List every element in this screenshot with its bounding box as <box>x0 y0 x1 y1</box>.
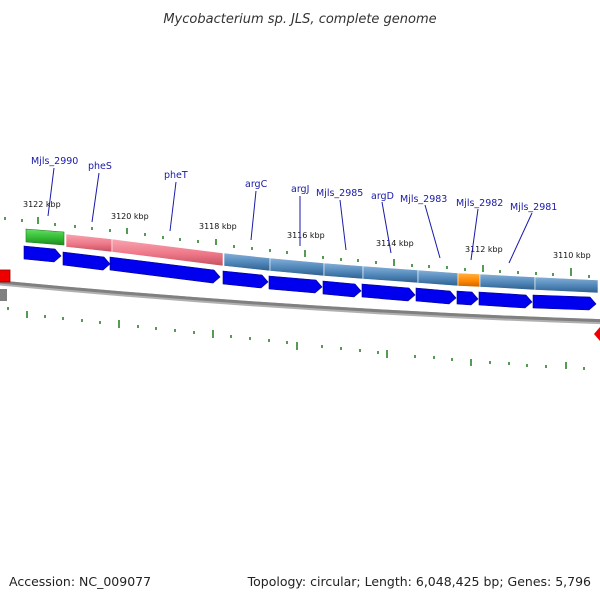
gene-label-mjls-2981[interactable]: Mjls_2981 <box>510 202 557 213</box>
gene-block-mjls-2981 <box>479 273 536 291</box>
outer-ticks <box>4 217 590 278</box>
cds-arrow <box>222 270 269 289</box>
cds-arrow <box>322 280 362 298</box>
gene-label-mjls-2983[interactable]: Mjls_2983 <box>400 194 447 205</box>
map-title: Mycobacterium sp. JLS, complete genome <box>163 12 436 27</box>
gene-blocks <box>25 228 599 294</box>
offscreen-red-arrow <box>594 327 600 341</box>
offscreen-grey-feature <box>0 289 7 301</box>
leader-line <box>169 181 177 232</box>
gene-label-argd[interactable]: argD <box>371 191 394 202</box>
leader-line <box>381 201 392 254</box>
gene-label-argc[interactable]: argC <box>245 179 268 190</box>
gene-block-argj <box>269 257 325 277</box>
cds-arrows <box>23 245 597 311</box>
kbp-label: 3122 kbp <box>23 200 61 209</box>
leader-line <box>47 167 55 217</box>
kbp-labels: 3122 kbp 3120 kbp 3118 kbp 3116 kbp 3114… <box>23 200 591 260</box>
cds-arrow <box>268 275 323 294</box>
leader-line <box>339 199 347 251</box>
cds-arrow <box>456 290 479 306</box>
cds-arrow <box>23 245 62 263</box>
gene-block-mjls-2983 <box>417 269 459 287</box>
genome-summary-text: Topology: circular; Length: 6,048,425 bp… <box>247 574 591 589</box>
gene-block-mjls-2985 <box>323 262 364 280</box>
gene-label-phes[interactable]: pheS <box>88 161 112 172</box>
gene-label-mjls-2982[interactable]: Mjls_2982 <box>456 198 503 209</box>
gene-block-mjls-2982 <box>457 272 481 288</box>
kbp-label: 3114 kbp <box>376 239 414 248</box>
gene-label-phet[interactable]: pheT <box>164 170 188 181</box>
leader-line <box>508 212 533 264</box>
gene-block-phes <box>65 233 113 253</box>
leader-line <box>250 190 257 241</box>
gene-label-argj[interactable]: argJ <box>291 184 309 195</box>
gene-block-argd <box>362 265 419 284</box>
gene-label-mjls-2985[interactable]: Mjls_2985 <box>316 188 363 199</box>
leader-line <box>470 208 479 261</box>
leader-line <box>91 172 100 223</box>
gene-block-mjls-2990 <box>25 228 65 246</box>
offscreen-red-feature <box>0 269 11 283</box>
cds-arrow <box>532 294 597 311</box>
accession-text: Accession: NC_009077 <box>9 574 151 589</box>
kbp-label: 3118 kbp <box>199 222 237 231</box>
cds-arrow <box>62 251 111 271</box>
kbp-label: 3116 kbp <box>287 231 325 240</box>
leader-line <box>424 204 441 259</box>
kbp-label: 3120 kbp <box>111 212 149 221</box>
cds-arrow <box>478 291 533 309</box>
gene-labels: Mjls_2990 pheS pheT argC argJ Mjls_2985 … <box>31 156 557 213</box>
inner-ticks <box>7 307 585 370</box>
gene-block-mjls-2980 <box>534 276 599 294</box>
cds-arrow <box>361 283 416 302</box>
genome-backbone <box>0 280 600 323</box>
gene-block-phet <box>111 238 224 267</box>
gene-block-argc <box>223 252 271 272</box>
cds-arrow <box>415 287 457 305</box>
kbp-label: 3110 kbp <box>553 251 591 260</box>
kbp-label: 3112 kbp <box>465 245 503 254</box>
gene-leader-lines <box>47 167 533 264</box>
gene-label-mjls-2990[interactable]: Mjls_2990 <box>31 156 78 167</box>
cds-arrow <box>109 256 221 284</box>
